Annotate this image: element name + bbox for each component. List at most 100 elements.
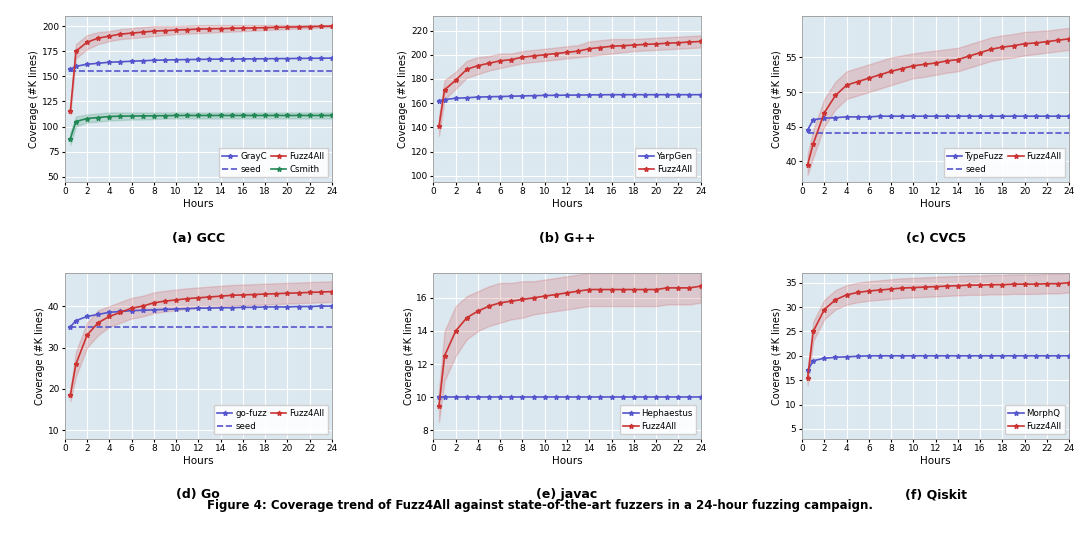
Csmith (125, 113, 138, 119)
Fuzz4All (170, 27, 183, 33)
Hephaestus (538, 394, 551, 401)
go-fuzz (314, 303, 327, 309)
Csmith (147, 112, 160, 119)
Legend: TypeFuzz, seed, Fuzz4All: TypeFuzz, seed, Fuzz4All (944, 148, 1065, 178)
seed (247, 324, 260, 330)
seed (974, 130, 987, 136)
seed (303, 68, 316, 74)
Fuzz4All (136, 303, 149, 309)
Hephaestus (661, 394, 674, 401)
MorphQ (840, 354, 853, 360)
seed (829, 130, 842, 136)
Fuzz4All (504, 298, 517, 304)
Csmith (192, 112, 205, 119)
Legend: YarpGen, Fuzz4All: YarpGen, Fuzz4All (635, 148, 697, 178)
Hephaestus (483, 394, 496, 401)
Fuzz4All (527, 295, 540, 301)
Fuzz4All (550, 50, 563, 57)
go-fuzz (147, 307, 160, 313)
YarpGen (460, 95, 473, 101)
go-fuzz (64, 324, 77, 330)
Fuzz4All (627, 42, 640, 48)
Csmith (114, 113, 127, 119)
MorphQ (807, 357, 820, 364)
TypeFuzz (918, 113, 931, 119)
Csmith (170, 112, 183, 119)
Fuzz4All (180, 295, 193, 302)
seed (281, 324, 294, 330)
go-fuzz (92, 311, 105, 318)
Line: go-fuzz: go-fuzz (68, 304, 335, 329)
TypeFuzz (941, 113, 954, 119)
seed (314, 68, 327, 74)
Fuzz4All (874, 72, 887, 78)
Fuzz4All (638, 286, 651, 293)
Fuzz4All (504, 56, 517, 63)
TypeFuzz (1040, 113, 1053, 119)
GrayC (259, 56, 272, 62)
Fuzz4All (638, 41, 651, 48)
Fuzz4All (125, 30, 138, 36)
YarpGen (638, 91, 651, 98)
Fuzz4All (483, 303, 496, 309)
Fuzz4All (895, 285, 908, 291)
Fuzz4All (438, 87, 451, 93)
MorphQ (818, 355, 831, 362)
Line: YarpGen: YarpGen (436, 92, 703, 103)
seed (192, 324, 205, 330)
Hephaestus (583, 394, 596, 401)
seed (1040, 130, 1053, 136)
YarpGen (432, 97, 445, 104)
Fuzz4All (818, 110, 831, 116)
Csmith (237, 112, 249, 119)
seed (996, 130, 1009, 136)
Fuzz4All (617, 286, 630, 293)
seed (81, 68, 94, 74)
seed (180, 324, 193, 330)
Fuzz4All (494, 58, 507, 64)
seed (907, 130, 920, 136)
Fuzz4All (92, 35, 105, 41)
seed (81, 324, 94, 330)
Fuzz4All (1007, 43, 1020, 49)
seed (325, 68, 338, 74)
seed (203, 324, 216, 330)
Hephaestus (683, 394, 696, 401)
GrayC (270, 56, 283, 62)
Y-axis label: Coverage (#K lines): Coverage (#K lines) (29, 50, 39, 148)
Fuzz4All (1063, 279, 1076, 286)
seed (985, 130, 998, 136)
Fuzz4All (237, 292, 249, 298)
Fuzz4All (962, 53, 975, 59)
Fuzz4All (159, 298, 172, 304)
seed (136, 324, 149, 330)
Fuzz4All (259, 291, 272, 297)
TypeFuzz (907, 113, 920, 119)
Fuzz4All (203, 294, 216, 300)
MorphQ (1063, 353, 1076, 359)
seed (114, 324, 127, 330)
TypeFuzz (1029, 113, 1042, 119)
go-fuzz (259, 304, 272, 310)
Csmith (292, 112, 305, 119)
Fuzz4All (81, 39, 94, 45)
seed (247, 68, 260, 74)
X-axis label: Hours: Hours (920, 456, 951, 466)
Fuzz4All (996, 281, 1009, 288)
seed (226, 324, 239, 330)
seed (125, 68, 138, 74)
Fuzz4All (147, 28, 160, 34)
MorphQ (918, 353, 931, 359)
Fuzz4All (985, 281, 998, 288)
Legend: go-fuzz, seed, Fuzz4All: go-fuzz, seed, Fuzz4All (214, 405, 327, 434)
MorphQ (851, 353, 864, 360)
GrayC (159, 57, 172, 63)
Csmith (259, 112, 272, 119)
MorphQ (801, 367, 814, 373)
GrayC (281, 55, 294, 62)
TypeFuzz (840, 113, 853, 120)
Fuzz4All (683, 285, 696, 291)
YarpGen (649, 91, 662, 98)
Fuzz4All (1029, 40, 1042, 46)
seed (226, 68, 239, 74)
